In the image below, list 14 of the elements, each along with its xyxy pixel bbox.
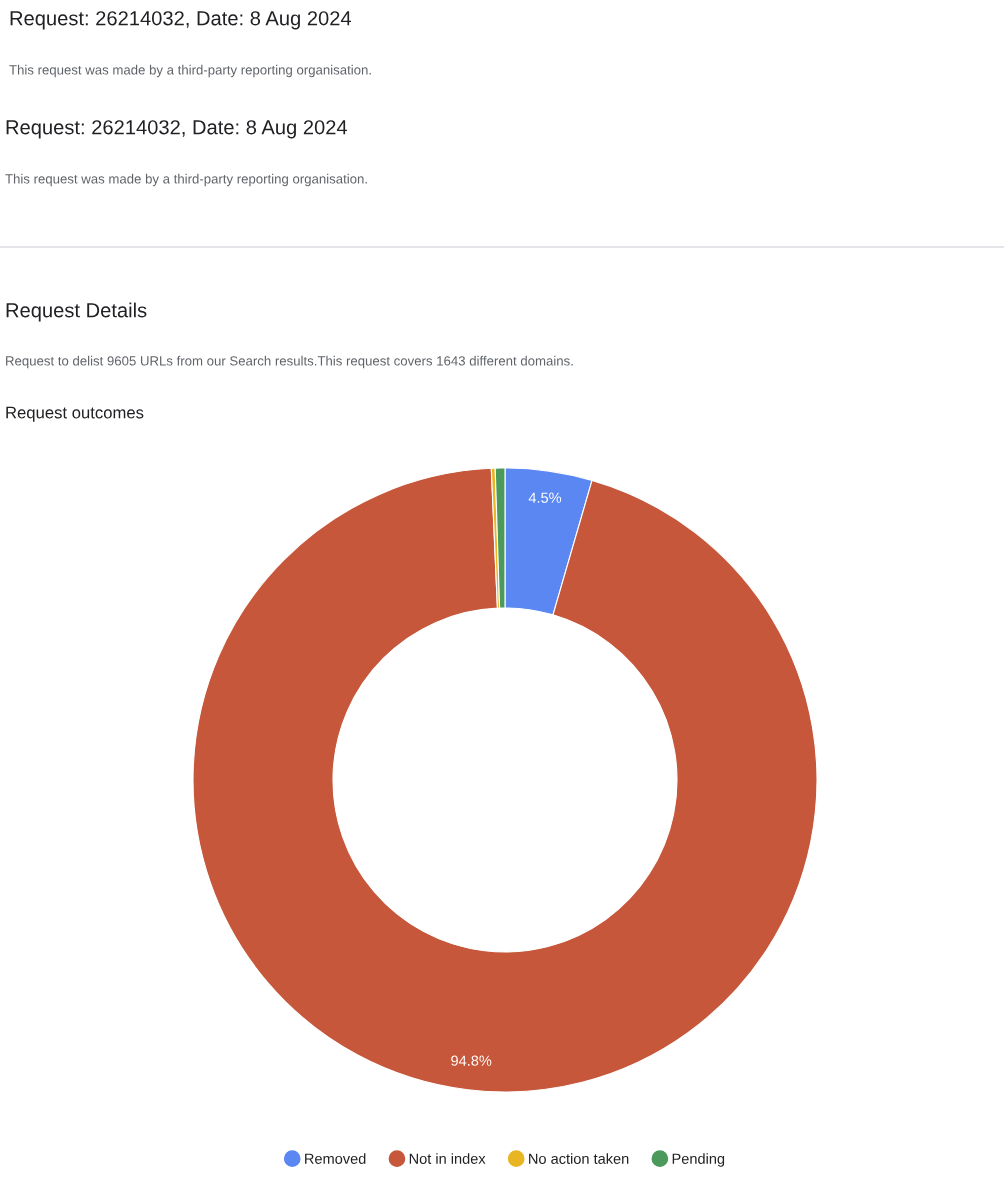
text: Request: 26214032, Date: 8 Aug 2024	[6, 120, 348, 139]
text: Request: 26214032, Date: 8 Aug 2024	[10, 11, 352, 30]
data-label: 94.8%	[451, 1055, 492, 1066]
data-label: 4.5%	[528, 492, 562, 503]
chart-title: Request outcomes	[6, 406, 144, 422]
text: Request Details	[6, 302, 147, 322]
donut-slice	[192, 467, 818, 1093]
legend-label: Removed	[305, 1153, 366, 1164]
text: Request to delist 9605 URLs from our Search results.This request covers 1643 different domains.	[6, 355, 573, 369]
legend-label: Pending	[672, 1153, 725, 1167]
legend-label: No action taken	[529, 1153, 629, 1164]
legend-label: Not in index	[409, 1153, 486, 1164]
text: This request was made by a third-party reporting organisation.	[5, 173, 367, 187]
text: This request was made by a third-party reporting organisation.	[9, 64, 371, 78]
